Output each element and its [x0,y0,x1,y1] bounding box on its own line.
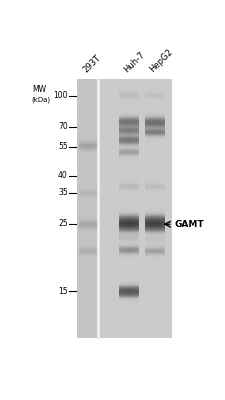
Text: 25: 25 [58,219,67,228]
Text: 100: 100 [53,91,67,100]
Text: GAMT: GAMT [174,220,203,229]
Bar [98,79,171,338]
Text: 55: 55 [58,142,67,151]
Bar [77,79,171,338]
Text: 40: 40 [58,171,67,180]
Text: HepG2: HepG2 [147,48,174,74]
Text: MW: MW [32,85,46,94]
Text: 35: 35 [58,188,67,197]
Text: 70: 70 [58,122,67,131]
Text: Huh-7: Huh-7 [122,50,146,74]
Text: (kDa): (kDa) [32,96,51,103]
Text: 293T: 293T [81,53,102,74]
Text: 15: 15 [58,287,67,296]
Bar [77,79,98,338]
